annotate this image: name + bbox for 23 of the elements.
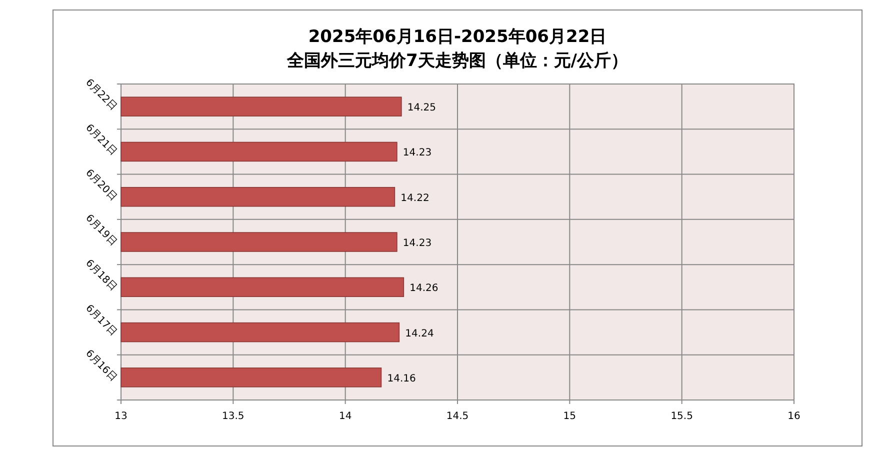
y-tick-label: 6月16日: [83, 348, 119, 384]
x-tick-label: 13: [114, 411, 128, 422]
y-tick-label: 6月17日: [83, 302, 119, 338]
y-tick-label: 6月19日: [83, 212, 119, 248]
y-tick-label: 6月20日: [83, 168, 119, 203]
data-label: 14.23: [402, 238, 432, 249]
y-tick-label: 6月22日: [83, 77, 119, 113]
chart-subtitle: 全国外三元均价7天走势图（单位：元/公斤）: [286, 51, 628, 71]
chart-title: 2025年06月16日-2025年06月22日: [308, 27, 607, 47]
x-tick-label: 14: [338, 411, 352, 422]
x-tick-label: 15.5: [670, 411, 693, 422]
x-tick-label: 15: [563, 411, 576, 422]
data-label: 14.25: [407, 102, 436, 114]
x-tick-label: 16: [788, 411, 800, 422]
data-label: 14.26: [410, 283, 438, 294]
y-tick-label: 6月18日: [83, 258, 119, 294]
data-label: 14.22: [400, 192, 430, 204]
x-tick-label: 14.5: [446, 411, 469, 422]
data-label: 14.24: [405, 328, 434, 340]
data-label: 14.23: [402, 148, 432, 159]
y-tick-label: 6月21日: [83, 122, 119, 158]
data-label: 14.16: [387, 373, 416, 384]
x-tick-label: 13.5: [222, 411, 244, 422]
